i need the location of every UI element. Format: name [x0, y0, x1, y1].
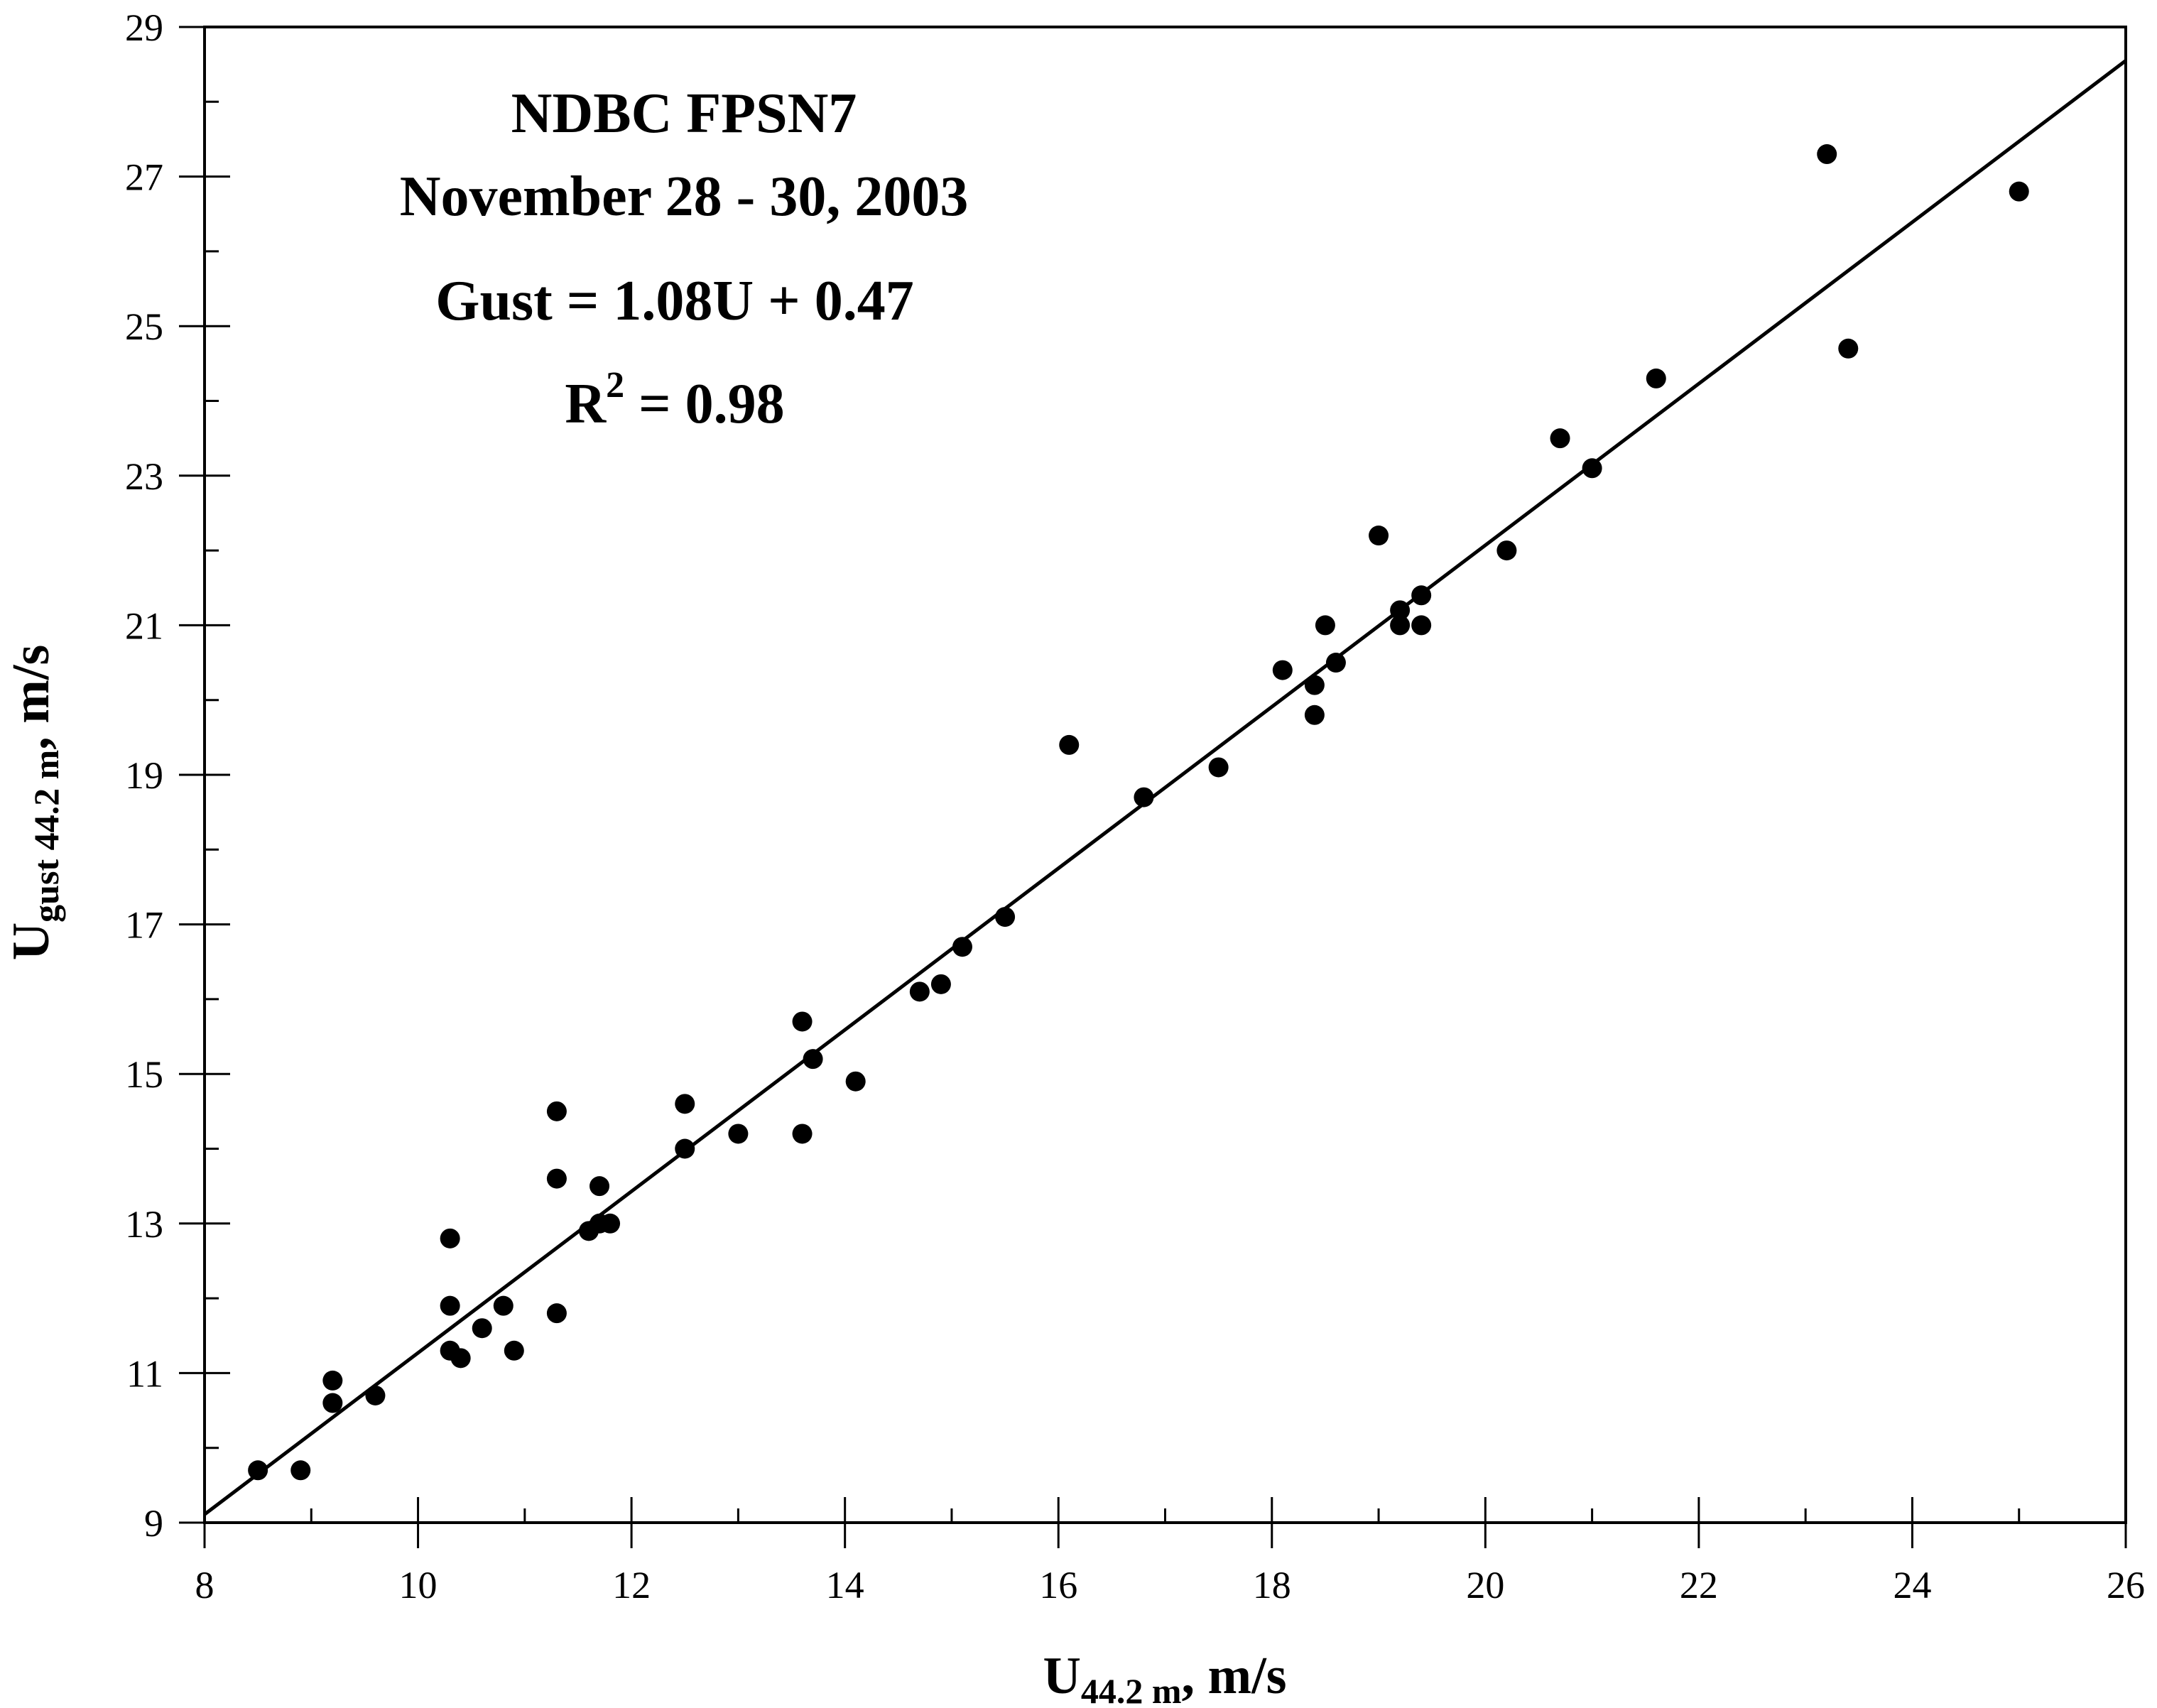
data-point — [1496, 540, 1517, 561]
y-tick-labels: 9 11 13 15 17 19 21 23 25 27 29 — [125, 6, 163, 1545]
y-tick-label: 21 — [125, 604, 163, 647]
data-point — [365, 1385, 386, 1405]
x-tick-label: 8 — [195, 1564, 214, 1606]
regression-equation: Gust = 1.08U + 0.47 — [435, 270, 913, 332]
data-point — [675, 1094, 695, 1114]
x-tick-label: 10 — [399, 1564, 438, 1606]
r-squared-superscript: 2 — [606, 365, 624, 406]
data-point — [322, 1393, 343, 1413]
x-tick-label: 26 — [2107, 1564, 2145, 1606]
y-tick-label: 25 — [125, 305, 163, 348]
data-point — [1325, 653, 1346, 673]
data-point — [600, 1213, 621, 1234]
x-axis-label-subscript: 44.2 m — [1081, 1671, 1182, 1708]
data-point — [952, 937, 972, 957]
data-point — [1550, 428, 1570, 449]
data-point — [792, 1011, 813, 1032]
data-point — [1411, 585, 1432, 606]
data-point — [930, 974, 951, 994]
data-point — [1646, 368, 1666, 388]
y-tick-label: 23 — [125, 455, 163, 498]
data-point — [675, 1138, 695, 1159]
data-point — [248, 1460, 268, 1481]
data-point — [1304, 675, 1325, 695]
y-axis-label: Ugust 44.2 m, m/s — [2, 645, 66, 961]
x-tick-label: 16 — [1039, 1564, 1077, 1606]
r-squared-base: R — [565, 373, 607, 435]
x-tick-labels: 8 10 12 14 16 18 20 22 24 26 — [195, 1564, 2146, 1606]
data-point — [1390, 600, 1411, 621]
data-point — [1817, 144, 1837, 165]
y-tick-label: 29 — [125, 6, 163, 49]
y-tick-label: 19 — [125, 754, 163, 797]
x-axis-label-main: U — [1043, 1647, 1080, 1705]
data-point — [472, 1318, 492, 1339]
data-point — [728, 1124, 749, 1144]
x-tick-label: 14 — [826, 1564, 864, 1606]
y-tick-label: 9 — [144, 1502, 163, 1545]
data-point — [546, 1303, 567, 1324]
regression-line — [203, 59, 2127, 1516]
data-point — [493, 1295, 514, 1316]
data-point — [440, 1295, 460, 1316]
data-point — [1272, 660, 1293, 680]
chart-title-line-1: NDBC FPSN7 — [511, 82, 857, 145]
data-point — [909, 981, 930, 1002]
y-axis-label-unit: , m/s — [2, 645, 60, 750]
y-axis-label-main: U — [2, 923, 60, 960]
data-point — [2009, 181, 2029, 202]
y-axis-label-subscript: gust 44.2 m — [26, 750, 66, 923]
data-point — [995, 907, 1016, 928]
data-point — [546, 1101, 567, 1121]
data-point — [1059, 734, 1080, 755]
data-point — [1304, 705, 1325, 725]
y-tick-label: 27 — [125, 156, 163, 199]
x-axis-label: U44.2 m, m/s — [1043, 1647, 1286, 1708]
y-tick-label: 11 — [126, 1352, 163, 1395]
r-squared-label: R2 = 0.98 — [565, 365, 784, 435]
data-point — [589, 1176, 610, 1197]
chart-title-line-2: November 28 - 30, 2003 — [400, 165, 969, 228]
x-axis-label-unit: , m/s — [1182, 1647, 1287, 1705]
y-tick-label: 15 — [125, 1053, 163, 1096]
data-point — [440, 1228, 460, 1249]
data-point — [803, 1049, 823, 1070]
x-tick-label: 22 — [1680, 1564, 1718, 1606]
data-point — [322, 1370, 343, 1391]
data-point — [450, 1348, 471, 1369]
x-tick-label: 18 — [1253, 1564, 1291, 1606]
y-tick-label: 13 — [125, 1203, 163, 1246]
data-point — [1134, 787, 1154, 807]
data-point — [1411, 615, 1432, 636]
y-tick-label: 17 — [125, 904, 163, 947]
x-tick-label: 24 — [1893, 1564, 1931, 1606]
data-points — [248, 144, 2029, 1481]
data-point — [1208, 757, 1229, 778]
data-point — [792, 1124, 813, 1144]
x-tick-label: 12 — [612, 1564, 651, 1606]
data-point — [1315, 615, 1335, 636]
data-point — [1838, 338, 1859, 359]
data-point — [1582, 458, 1602, 479]
r-squared-value: = 0.98 — [624, 373, 785, 435]
data-point — [504, 1340, 524, 1361]
x-tick-label: 20 — [1466, 1564, 1504, 1606]
data-point — [1390, 615, 1411, 636]
data-point — [1369, 526, 1389, 546]
data-point — [546, 1168, 567, 1189]
annotation-block: NDBC FPSN7 November 28 - 30, 2003 Gust =… — [400, 82, 969, 435]
minor-ticks — [205, 100, 2021, 1523]
plot-frame — [203, 26, 2127, 1524]
data-point — [290, 1460, 311, 1481]
data-point — [845, 1071, 866, 1092]
